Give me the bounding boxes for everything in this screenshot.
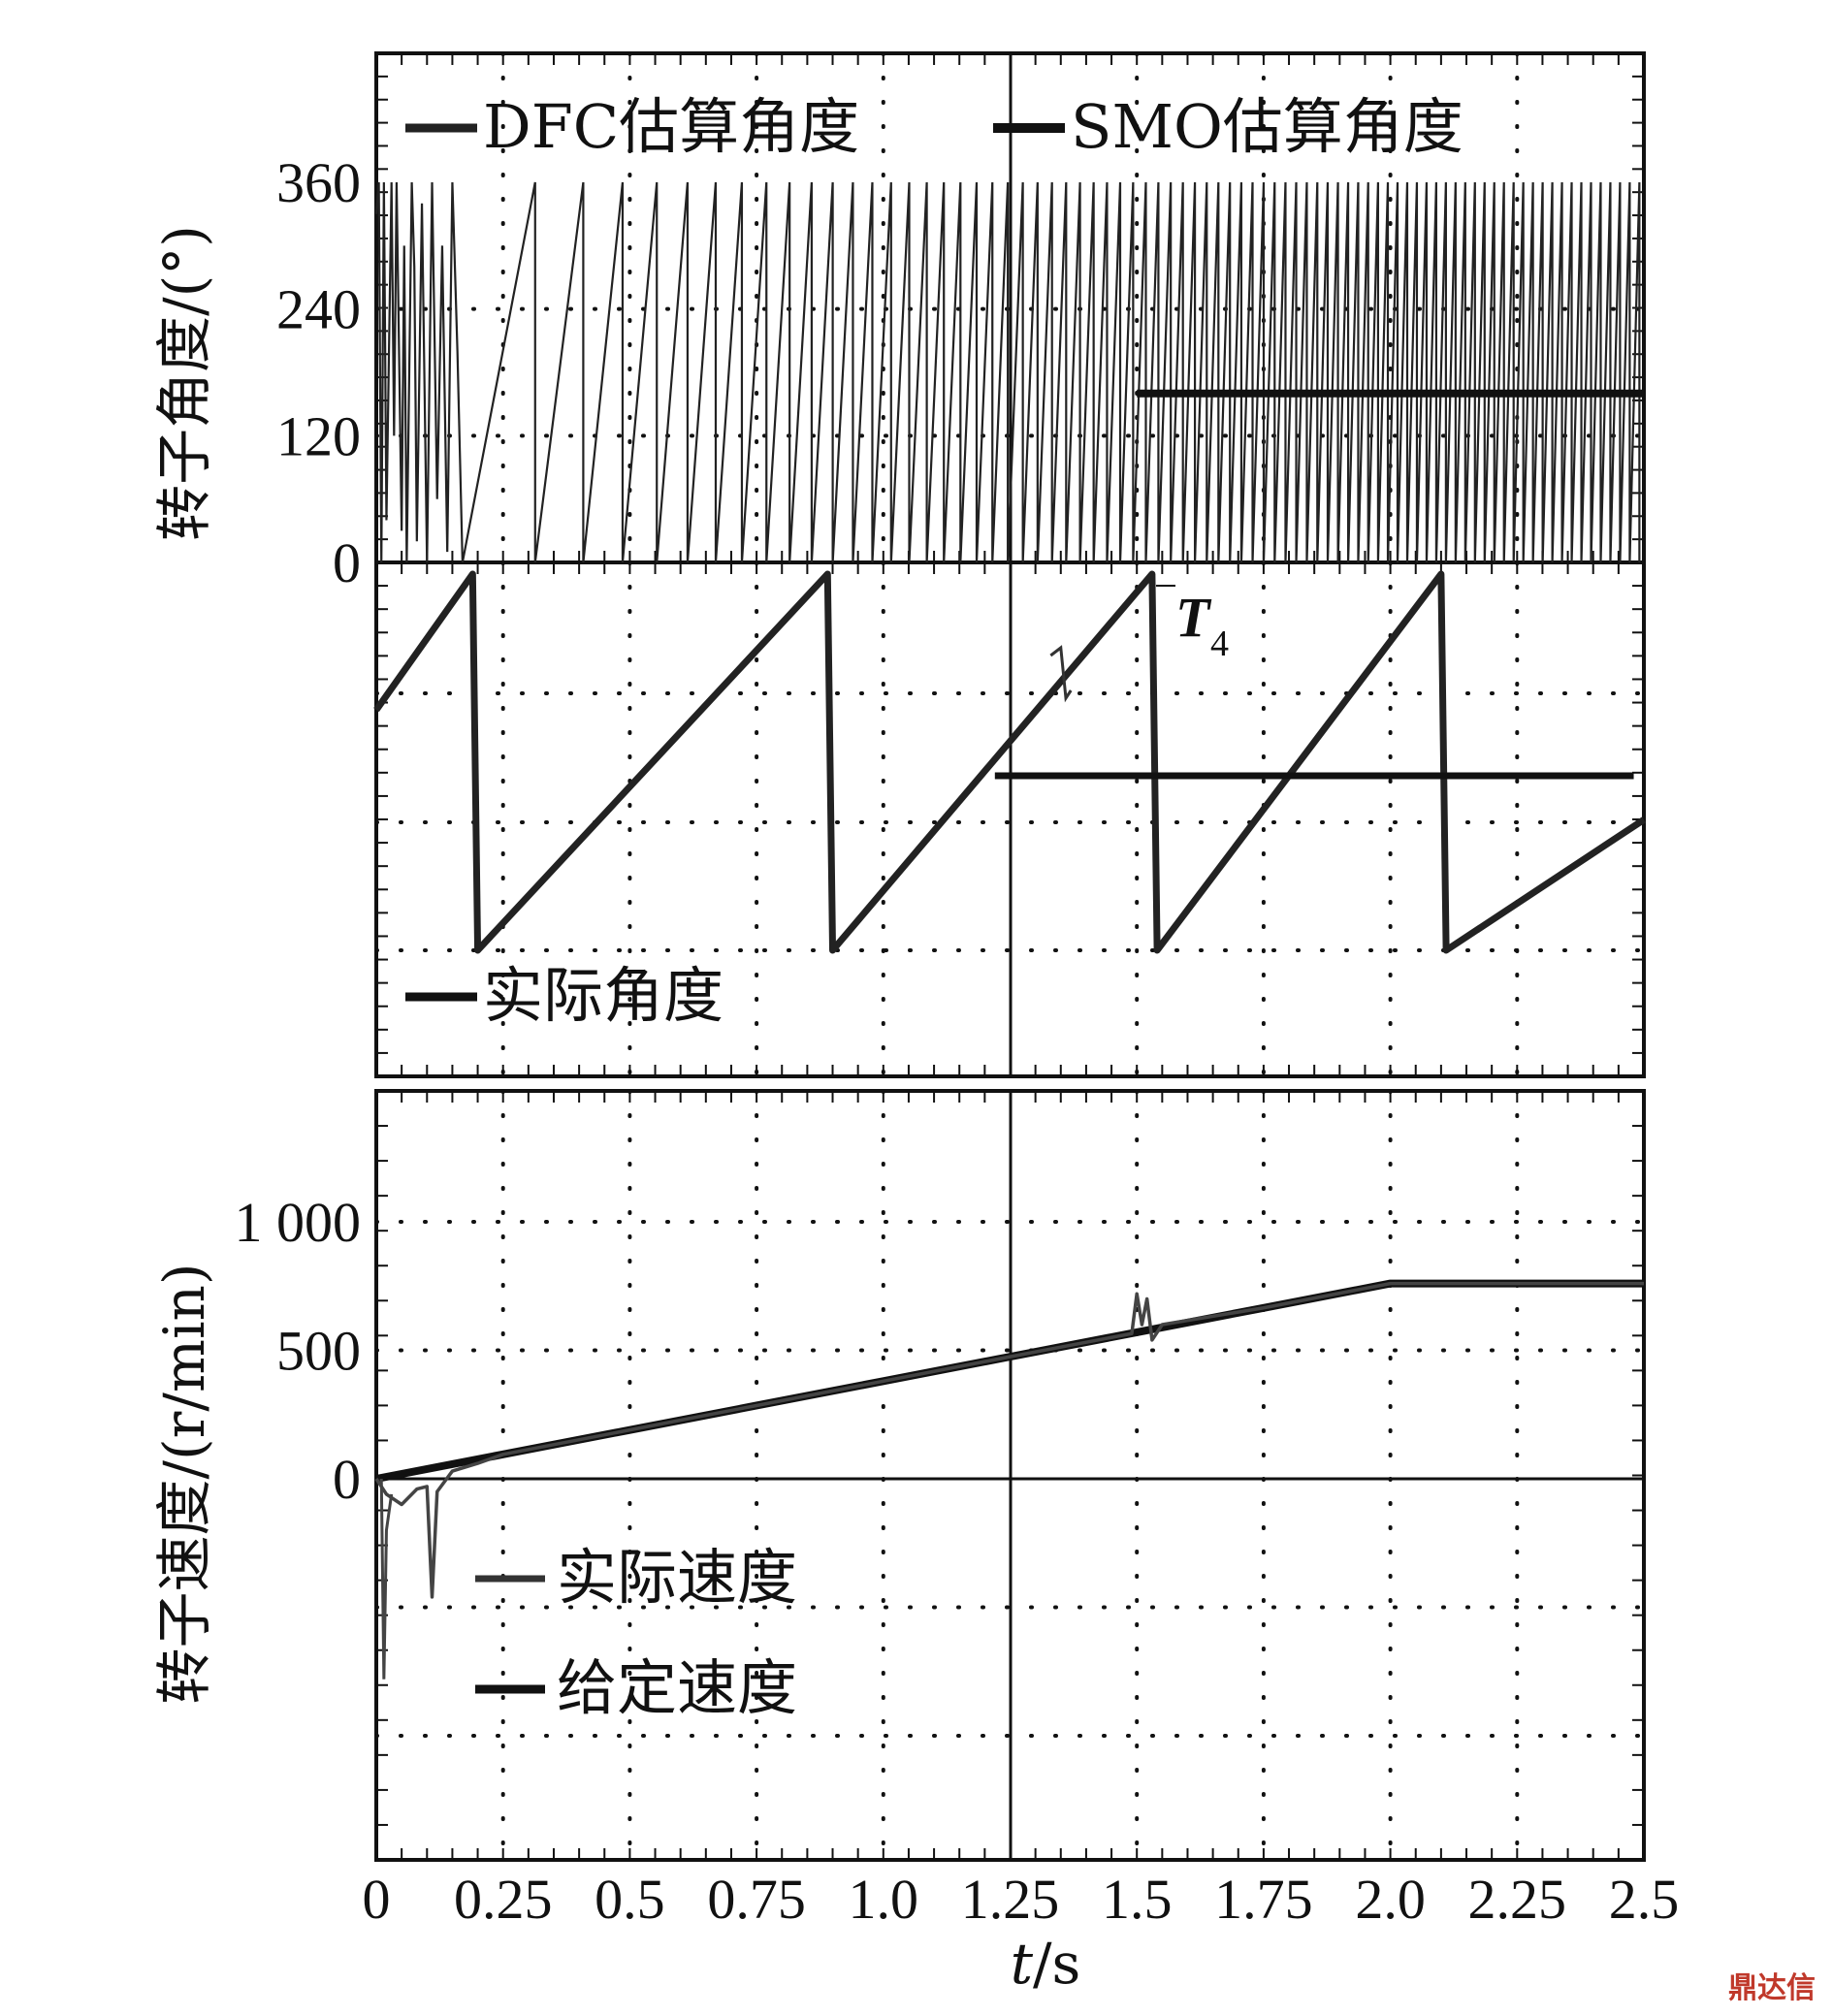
legend-actual-speed: 实际速度 [475, 1542, 797, 1613]
x-tick-3: 0.75 [707, 1868, 806, 1931]
series-layer [373, 181, 1646, 1680]
x-tick-5: 1.25 [961, 1868, 1060, 1931]
top-ylabel: 转子角度/(°) [151, 225, 217, 541]
series-actual-angle [373, 570, 1646, 954]
x-tick-0: 0 [363, 1868, 391, 1931]
legend-ref-speed: 给定速度 [475, 1652, 797, 1723]
bottom-ylabel: 转子速度/(r/min) [151, 1264, 217, 1705]
y-tick-top-2: 240 [276, 278, 361, 341]
y-tick-top-3: 360 [276, 151, 361, 214]
legend-ref-speed-label: 给定速度 [557, 1652, 797, 1723]
y-tick-top-0: 0 [333, 531, 361, 594]
series-actual-speed [374, 1281, 1644, 1599]
series-speed-spike [379, 1478, 394, 1680]
x-axis-title-italic: t [1011, 1931, 1034, 1997]
x-tick-8: 2.0 [1355, 1868, 1426, 1931]
y-tick-top-1: 120 [276, 404, 361, 467]
legend-dfc-label: DFC估算角度 [483, 91, 859, 162]
annotation-t4-main: T [1175, 586, 1212, 649]
x-tick-4: 1.0 [849, 1868, 919, 1931]
legend-actual-angle: 实际角度 [405, 960, 724, 1031]
x-tick-1: 0.25 [454, 1868, 553, 1931]
legend-smo-label: SMO估算角度 [1071, 91, 1463, 162]
x-tick-7: 1.75 [1214, 1868, 1313, 1931]
legend-actual-speed-label: 实际速度 [557, 1542, 797, 1613]
annotation-t4: T 4 [1156, 585, 1229, 664]
x-tick-2: 0.5 [595, 1868, 665, 1931]
annotation-t4-sub: 4 [1210, 624, 1229, 664]
series-dfc-angle [374, 181, 1641, 563]
y-tick-bottom-0: 0 [333, 1448, 361, 1511]
y-tick-bottom-1: 500 [276, 1320, 361, 1383]
legend-smo: SMO估算角度 [993, 91, 1463, 162]
x-tick-9: 2.25 [1468, 1868, 1567, 1931]
x-axis-title: t/s [1011, 1931, 1081, 1997]
legend-dfc: DFC估算角度 [405, 91, 859, 162]
y-tick-bottom-2: 1 000 [235, 1191, 362, 1254]
legend-actual-angle-label: 实际角度 [483, 960, 724, 1031]
x-tick-6: 1.5 [1102, 1868, 1173, 1931]
watermark: 鼎达信 [1728, 1971, 1816, 2005]
series-angle-perturb [1049, 645, 1073, 703]
x-tick-10: 2.5 [1609, 1868, 1680, 1931]
x-axis-title-unit: /s [1033, 1931, 1080, 1997]
tick-labels: 0 120 240 360 0 500 1 000 0 0.25 0.5 0.75 1.0 1.25 1.… [235, 151, 1680, 1931]
